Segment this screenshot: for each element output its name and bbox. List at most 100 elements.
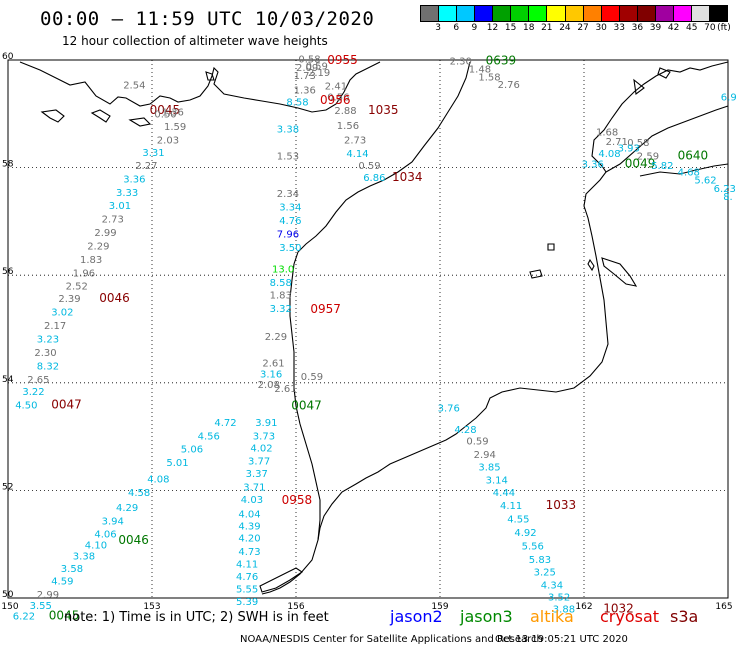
wave-height-value: 2.41 (325, 82, 347, 93)
wave-height-value: 0.58 (298, 55, 320, 66)
wave-height-value: 5.39 (236, 597, 258, 608)
legend-label: 39 (649, 23, 662, 33)
wave-height-value: 4.11 (236, 559, 258, 570)
lat-tick-label: 60 (2, 52, 14, 62)
wave-height-value: 2.54 (123, 81, 145, 92)
pass-time-label: 0046 (118, 533, 149, 547)
pass-time-label: 0046 (99, 291, 130, 305)
legend-label: 42 (667, 23, 680, 33)
wave-height-value: 13.0 (272, 265, 294, 276)
wave-height-value: 0.59 (301, 372, 323, 383)
wave-height-value: 2.39 (58, 294, 80, 305)
satellite-label-altika: altika (530, 607, 574, 626)
legend-label: 30 (595, 23, 607, 33)
legend-label: 24 (559, 23, 571, 33)
map-frame (7, 59, 729, 599)
wave-height-value: 0.59 (466, 437, 488, 448)
wave-height-value: 3.52 (548, 593, 570, 604)
pass-time-label: 0957 (310, 302, 341, 316)
pass-time-label: 0640 (678, 149, 709, 163)
wave-height-value: 3.33 (116, 188, 138, 199)
wave-height-labels: 0.58 09550.592.092.191.732.411.360.560956… (13, 53, 737, 623)
pass-time-label: 0639 (486, 53, 517, 67)
wave-height-value: 2.71 (606, 137, 628, 148)
wave-height-value: 1.68 (596, 127, 618, 138)
legend-label: 36 (631, 23, 644, 33)
wave-height-value: 4.28 (454, 425, 476, 436)
wave-height-value: 6.23 (714, 184, 736, 195)
wave-height-value: 8. (723, 192, 733, 203)
legend-label: 9 (471, 23, 478, 33)
wave-height-value: 2.17 (44, 321, 66, 332)
legend-swatches (420, 5, 728, 22)
wave-height-value: 3.34 (279, 203, 301, 214)
legend-swatch (637, 6, 656, 21)
legend-swatch (583, 6, 602, 21)
lat-tick-label: 56 (2, 267, 14, 277)
satellite-label-cryosat: cryosat (600, 607, 660, 626)
pass-time-label: 0047 (291, 399, 322, 413)
wave-height-value: 4.39 (238, 522, 260, 533)
wave-height-value: 3.16 (260, 369, 282, 380)
wave-height-value: 1.48 (469, 64, 491, 75)
graticule (8, 60, 728, 598)
wave-height-value: 1.36 (162, 107, 184, 118)
wave-height-value: 4.08 (147, 474, 169, 485)
wave-height-value: 1.53 (277, 152, 299, 163)
wave-height-value: 2.88 (334, 106, 356, 117)
wave-height-value: 3.55 (30, 601, 52, 612)
wave-height-value: 3.58 (61, 564, 83, 575)
wave-height-value: 0.59 (306, 62, 328, 73)
wave-height-value: 2.94 (474, 450, 496, 461)
wave-height-value: 4.55 (507, 515, 529, 526)
wave-height-value: 5.01 (166, 458, 188, 469)
legend-swatch (547, 6, 566, 21)
wave-height-value: 3.01 (109, 201, 131, 212)
lon-tick-label: 153 (143, 602, 160, 612)
wave-height-value: 6.86 (363, 173, 385, 184)
wave-height-value: 4.14 (346, 149, 368, 160)
legend-swatch (565, 6, 584, 21)
wave-height-value: 3.38 (73, 551, 95, 562)
wave-height-value: 1.73 (294, 71, 316, 82)
wave-height-value: 6.22 (13, 612, 35, 623)
legend-swatch (475, 6, 494, 21)
wave-height-value: 4.08 (598, 149, 620, 160)
pass-time-label: 0045 (49, 609, 80, 623)
wave-height-value: 3.23 (37, 334, 59, 345)
legend-label: 15 (504, 23, 517, 33)
timestamp-text: Oct 13 19:05:21 UTC 2020 (495, 634, 628, 645)
legend-swatch (601, 6, 620, 21)
wave-height-value: 3.36 (123, 175, 145, 186)
wave-height-value: 2.27 (135, 161, 157, 172)
wave-height-value: 2.73 (344, 135, 366, 146)
wave-height-value: 8.58 (270, 278, 292, 289)
wave-height-value: 3.02 (51, 308, 73, 319)
wave-height-value: 5.55 (236, 585, 258, 596)
wave-height-value: 4.03 (241, 495, 263, 506)
wave-height-value: 1.83 (80, 255, 102, 266)
pass-time-label: 1035 (368, 103, 399, 117)
color-scale-legend: 3 6 9 12 15 18 21 24 27 30 33 36 39 42 45 70 (ft) (420, 5, 731, 34)
lat-tick-label: 58 (2, 160, 14, 170)
page-subtitle: 12 hour collection of altimeter wave hei… (62, 34, 328, 48)
wave-height-value: 2.73 (102, 214, 124, 225)
wave-height-value: 3.25 (534, 567, 556, 578)
pass-time-label: 0958 (282, 493, 313, 507)
wave-height-value: 3.85 (478, 462, 500, 473)
wave-height-value: 0.50 (154, 110, 176, 121)
wave-height-value: 4.59 (51, 577, 73, 588)
pass-time-label: 1034 (392, 170, 423, 184)
wave-height-value: 1.36 (294, 85, 316, 96)
wave-height-value: 5.06 (181, 445, 203, 456)
pass-time-label: 1033 (546, 498, 577, 512)
legend-label: 12 (486, 23, 499, 33)
coastline (19, 61, 729, 595)
pass-time-label: 0956 (320, 93, 351, 107)
wave-height-value: 8.58 (286, 98, 308, 109)
wave-height-value: 3.14 (486, 475, 508, 486)
legend-swatch (619, 6, 638, 21)
wave-height-value: 3.36 (582, 160, 604, 171)
wave-height-value: 3.77 (248, 457, 270, 468)
pass-time-label: 0955 (327, 53, 358, 67)
